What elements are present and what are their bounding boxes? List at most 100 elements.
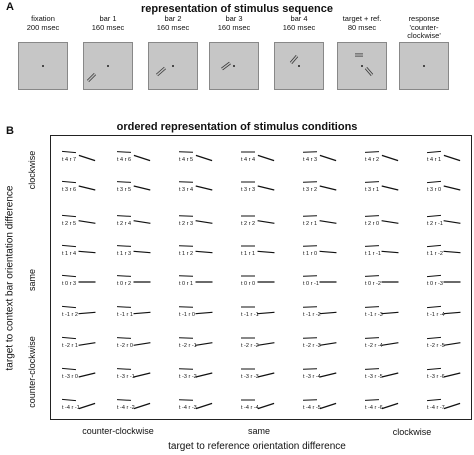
condition-cell: t 2 r 3	[179, 211, 223, 235]
condition-label: t 1 r 0	[303, 251, 318, 257]
condition-bars	[179, 275, 213, 283]
condition-bars	[62, 305, 96, 315]
y-group-same: same	[27, 268, 37, 292]
condition-cell: t 0 r 0	[241, 271, 285, 295]
condition-label: t 1 r 1	[241, 251, 256, 257]
condition-label: t 4 r 1	[427, 157, 442, 163]
reference-bar	[365, 245, 380, 247]
condition-label: t -4 r -6	[365, 405, 383, 411]
target-bar	[381, 372, 399, 378]
stimulus-frame	[399, 42, 449, 90]
target-bar	[319, 185, 337, 191]
frame-name: bar 3	[225, 14, 243, 23]
condition-bars	[303, 399, 337, 410]
fixation-dot	[233, 65, 235, 67]
condition-cell: t -3 r -3	[241, 364, 285, 388]
condition-label: t -4 r -7	[427, 405, 445, 411]
condition-label: t -3 r 0	[62, 374, 78, 380]
condition-cell: t -4 r -4	[241, 395, 285, 419]
reference-bar	[365, 337, 380, 339]
condition-bars	[303, 245, 337, 254]
frame-duration: 160 msec	[217, 22, 251, 32]
reference-bar	[117, 151, 132, 153]
condition-cell: t 1 r -2	[427, 241, 471, 265]
condition-bars	[241, 275, 275, 283]
condition-cell: t 1 r 0	[303, 241, 347, 265]
panel-a-letter: A	[6, 1, 14, 13]
condition-label: t 3 r 6	[62, 187, 77, 193]
condition-cell: t 0 r 1	[179, 271, 223, 295]
condition-cell: t -3 r -5	[365, 364, 409, 388]
target-bar	[319, 220, 337, 224]
condition-bars	[427, 336, 461, 346]
condition-cell: t -2 r -3	[303, 333, 347, 357]
condition-cell: t -1 r 1	[117, 302, 161, 326]
reference-bar	[365, 151, 380, 153]
frame-duration: 80 msec	[347, 22, 377, 32]
condition-label: t -1 r 0	[179, 312, 195, 318]
condition-bars	[179, 245, 213, 254]
condition-bars	[179, 181, 213, 191]
reference-bar	[62, 305, 77, 309]
condition-bars	[241, 181, 275, 191]
condition-cell: t 3 r 5	[117, 177, 161, 201]
condition-cell: t 1 r 2	[179, 241, 223, 265]
frame-duration: 160 msec	[156, 22, 190, 32]
condition-cell: t 4 r 4	[241, 147, 285, 171]
frame-label: fixation 200 msec	[13, 14, 73, 32]
condition-label: t 4 r 2	[365, 157, 380, 163]
condition-bars	[117, 245, 151, 254]
condition-bars	[241, 337, 275, 346]
stimulus-frame	[148, 42, 198, 90]
target-bar	[381, 220, 399, 224]
target-bar	[257, 220, 275, 224]
reference-bar	[62, 150, 77, 154]
condition-label: t 4 r 7	[62, 157, 77, 163]
target-bar	[195, 185, 213, 191]
condition-cell: t 2 r 2	[241, 211, 285, 235]
condition-label: t 4 r 3	[303, 157, 318, 163]
condition-label: t 0 r 1	[179, 281, 194, 287]
condition-bars	[427, 398, 461, 410]
fixation-dot	[361, 65, 363, 67]
reference-bar	[427, 398, 442, 402]
target-bar	[78, 372, 96, 378]
condition-label: t 0 r -3	[427, 281, 443, 287]
condition-label: t -1 r -2	[303, 312, 321, 318]
condition-bars	[62, 398, 96, 410]
target-bar	[78, 342, 96, 346]
condition-label: t -3 r -1	[117, 374, 135, 380]
target-bar	[443, 402, 461, 410]
target-bar	[319, 311, 337, 315]
y-group-counter-clockwise: counter-clockwise	[27, 336, 37, 408]
condition-label: t -1 r -4	[427, 312, 445, 318]
condition-bars	[365, 181, 399, 191]
condition-cell: t -3 r -6	[427, 364, 471, 388]
condition-bars	[365, 151, 399, 162]
condition-cell: t 1 r 3	[117, 241, 161, 265]
condition-bars	[241, 399, 275, 410]
target-bar	[257, 342, 275, 346]
target-bar	[78, 311, 96, 315]
reference-bar	[365, 181, 380, 183]
condition-cell: t -4 r -7	[427, 395, 471, 419]
condition-cell: t 4 r 5	[179, 147, 223, 171]
reference-bar	[427, 214, 442, 218]
target-bar	[319, 372, 337, 378]
condition-cell: t -4 r -1	[62, 395, 106, 419]
stimulus-display	[42, 65, 44, 67]
target-bar	[443, 220, 461, 224]
reference-bar	[117, 399, 132, 401]
stimulus-bar	[156, 67, 166, 76]
reference-bar	[117, 245, 132, 247]
frame-label: target + ref. 80 msec	[332, 14, 392, 32]
reference-bar	[365, 368, 380, 370]
target-bar	[133, 250, 151, 254]
condition-label: t 4 r 6	[117, 157, 132, 163]
target-bar	[195, 220, 213, 224]
target-bar	[133, 185, 151, 191]
condition-cell: t 2 r 0	[365, 211, 409, 235]
stimulus-bar	[365, 67, 373, 76]
condition-cell: t -4 r -5	[303, 395, 347, 419]
condition-cell: t -2 r 1	[62, 333, 106, 357]
